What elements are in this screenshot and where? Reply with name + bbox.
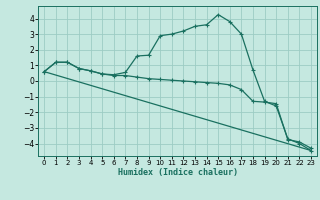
X-axis label: Humidex (Indice chaleur): Humidex (Indice chaleur) [118, 168, 238, 177]
